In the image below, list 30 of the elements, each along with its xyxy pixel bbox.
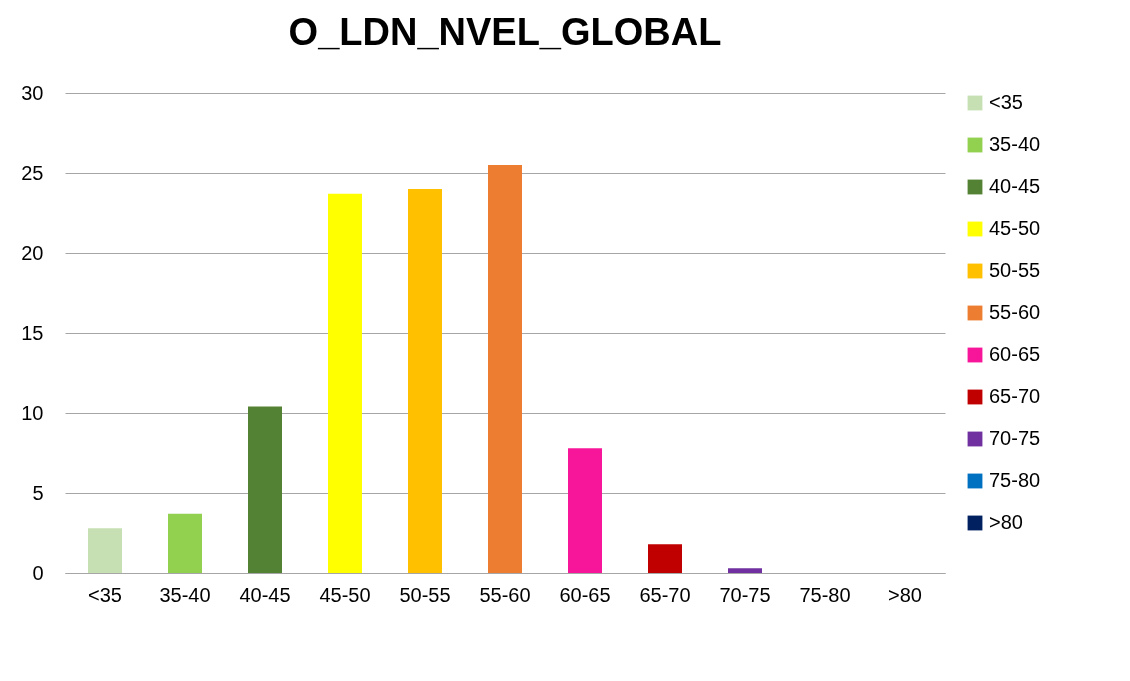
legend-label: 75-80 bbox=[989, 469, 1041, 491]
y-tick-label: 30 bbox=[21, 81, 44, 104]
legend-label: 45-50 bbox=[989, 217, 1041, 239]
legend-label: >80 bbox=[989, 511, 1023, 533]
legend-label: <35 bbox=[989, 91, 1023, 113]
legend-label: 65-70 bbox=[989, 385, 1041, 407]
chart-title: O_LDN_NVEL_GLOBAL bbox=[288, 11, 722, 53]
legend-label: 70-75 bbox=[989, 427, 1041, 449]
x-tick-label: >80 bbox=[888, 583, 922, 606]
x-tick-label: 45-50 bbox=[319, 583, 371, 606]
y-tick-label: 20 bbox=[21, 241, 44, 264]
x-tick-label: 70-75 bbox=[719, 583, 771, 606]
legend-label: 35-40 bbox=[989, 133, 1041, 155]
legend-label: 40-45 bbox=[989, 175, 1041, 197]
x-tick-label: 60-65 bbox=[559, 583, 611, 606]
x-tick-label: 50-55 bbox=[399, 583, 451, 606]
x-tick-label: 65-70 bbox=[639, 583, 691, 606]
x-tick-label: 40-45 bbox=[239, 583, 291, 606]
y-tick-label: 15 bbox=[21, 321, 44, 344]
x-tick-label: <35 bbox=[88, 583, 122, 606]
y-tick-label: 5 bbox=[32, 481, 44, 504]
x-tick-label: 75-80 bbox=[799, 583, 851, 606]
x-tick-label: 55-60 bbox=[479, 583, 531, 606]
y-tick-label: 10 bbox=[21, 401, 44, 424]
legend-label: 50-55 bbox=[989, 259, 1041, 281]
x-tick-label: 35-40 bbox=[159, 583, 211, 606]
legend-label: 60-65 bbox=[989, 343, 1041, 365]
legend-label: 55-60 bbox=[989, 301, 1041, 323]
y-tick-label: 25 bbox=[21, 161, 44, 184]
y-tick-label: 0 bbox=[32, 561, 44, 584]
